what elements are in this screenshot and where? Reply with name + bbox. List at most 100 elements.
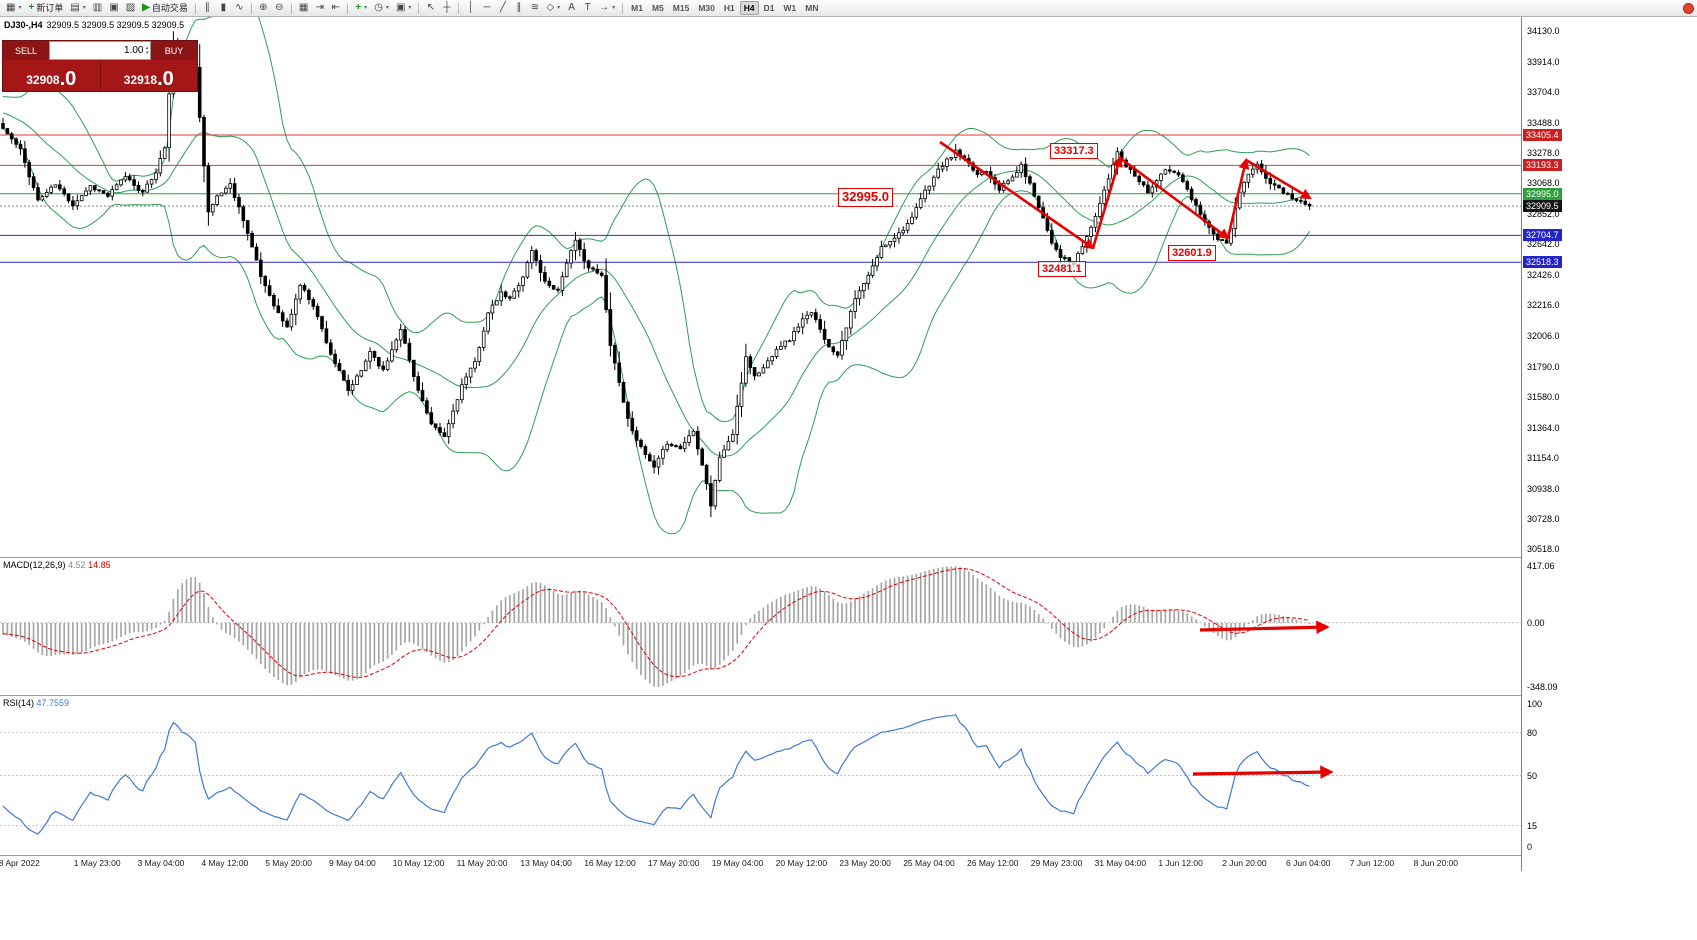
price-chart-panel[interactable]: DJ30-,H4 32909.5 32909.5 32909.5 32909.5 …: [0, 17, 1521, 557]
time-label: 20 May 12:00: [775, 858, 828, 868]
tile-windows-button[interactable]: ▦: [296, 1, 311, 16]
timeframe-m15-button[interactable]: M15: [672, 3, 690, 13]
timeframe-m30-button[interactable]: M30: [698, 3, 715, 13]
dropdown-arrow-icon: ▾: [385, 5, 389, 11]
price-tick-label: 31364.0: [1527, 423, 1560, 433]
auto-trading-label: 自动交易: [151, 2, 188, 13]
time-label: 2 Jun 20:00: [1222, 858, 1267, 868]
arrow-objects-button[interactable]: → ▾: [596, 1, 618, 16]
data-window-button[interactable]: ▣: [106, 1, 121, 16]
sell-button[interactable]: SELL: [3, 41, 49, 60]
timeframe-m1-button[interactable]: M1: [631, 3, 643, 13]
dropdown-arrow-icon: ▾: [557, 5, 561, 11]
timeframe-mn-button[interactable]: MN: [805, 3, 819, 13]
periods-button[interactable]: ◷ ▾: [371, 1, 392, 16]
price-annotation-label[interactable]: 32481.1: [1038, 261, 1086, 278]
indicators-button[interactable]: + ▾: [352, 1, 370, 16]
data-window-icon: ▣: [109, 2, 119, 13]
zoom-out-button[interactable]: ⊖: [272, 1, 287, 16]
price-axis[interactable]: 34130.0 33914.0 33704.0 33488.0 33278.0 33068…: [1521, 17, 1697, 871]
chart-shift-button[interactable]: ⇤: [328, 1, 343, 16]
macd-panel[interactable]: MACD(12,26,9) 4.52 14.85: [0, 558, 1521, 695]
macd-chart[interactable]: [0, 558, 1521, 695]
buy-price-main: 32918: [123, 73, 158, 87]
bar-chart-button[interactable]: ∥: [200, 1, 215, 16]
auto-scroll-button[interactable]: ⇥: [312, 1, 327, 16]
time-label: 3 May 04:00: [137, 858, 185, 868]
time-label: 16 May 12:00: [584, 858, 636, 868]
vertical-line-button[interactable]: │: [463, 1, 478, 16]
shapes-button[interactable]: ◇ ▾: [543, 1, 563, 16]
text-button[interactable]: A: [564, 1, 579, 16]
sell-price-frac: .0: [59, 68, 77, 90]
cursor-icon: ↖: [426, 2, 436, 13]
fibonacci-retracement-icon: ≋: [530, 2, 540, 13]
time-label: 13 May 04:00: [520, 858, 572, 868]
indicators-icon: +: [355, 2, 362, 13]
crosshair-button[interactable]: ┼: [439, 1, 454, 16]
price-tick-label: 32426.0: [1527, 270, 1560, 280]
price-level-chip: 32518.3: [1523, 256, 1562, 268]
buy-price-frac: .0: [157, 68, 174, 90]
price-tick-label: 33278.0: [1527, 148, 1560, 158]
price-annotation-label[interactable]: 33317.3: [1050, 143, 1098, 160]
timeframe-w1-button[interactable]: W1: [783, 3, 797, 13]
community-icon[interactable]: [1683, 2, 1694, 14]
time-axis[interactable]: 28 Apr 2022 1 May 23:00 3 May 04:00 4 May 1…: [0, 856, 1521, 871]
new-order-button[interactable]: + 新订单: [25, 1, 66, 16]
text-label-button[interactable]: T: [580, 1, 595, 16]
macd-scale-label: 0.00: [1527, 618, 1545, 628]
price-annotation-label[interactable]: 32995.0: [838, 188, 893, 207]
price-annotation-label[interactable]: 32601.9: [1168, 245, 1216, 262]
price-level-chip: 32704.7: [1523, 229, 1562, 241]
candlestick-chart-button[interactable]: ▮: [216, 1, 231, 16]
time-label: 7 Jun 12:00: [1349, 858, 1395, 868]
main-toolbar: ▦ ▾ + 新订单 ▤ ▾ ▥ ▣ ▨ ▶ 自动交易 ∥ ▮ ∿ ⊕ ⊖ ▦ ⇥ ⇤ + ▾ ◷ ▾ ▣ ▾ ↖ ┼ │ ─ ╱ ∥ ≋ ◇ ▾ A…: [0, 0, 1697, 17]
price-level-chip: 32995.0: [1523, 188, 1562, 200]
time-label: 1 May 23:00: [73, 858, 121, 868]
navigator-button[interactable]: ▨: [123, 1, 138, 16]
zoom-in-button[interactable]: ⊕: [256, 1, 271, 16]
time-label: 17 May 20:00: [648, 858, 700, 868]
buy-price[interactable]: 32918.0: [99, 60, 197, 91]
auto-trading-button[interactable]: ▶ 自动交易: [139, 1, 191, 16]
timeframe-d1-button[interactable]: D1: [763, 3, 775, 13]
price-level-chip: 33193.3: [1523, 159, 1562, 171]
rsi-panel-separator[interactable]: [0, 695, 1697, 696]
volume-spinner[interactable]: ▴ ▾: [145, 44, 148, 56]
candlestick-chart[interactable]: [0, 17, 1521, 557]
rsi-name: RSI(14): [3, 698, 35, 708]
rsi-chart[interactable]: [0, 696, 1521, 855]
templates-button[interactable]: ▣ ▾: [393, 1, 414, 16]
text-icon: A: [568, 2, 575, 13]
timeframe-h1-button[interactable]: H1: [723, 3, 735, 13]
new-order-label: 新订单: [36, 2, 64, 13]
toolbar-separator: [458, 2, 460, 14]
horizontal-line-button[interactable]: ─: [479, 1, 494, 16]
buy-button[interactable]: BUY: [151, 41, 197, 60]
timeframe-h4-button[interactable]: H4: [739, 1, 759, 15]
cursor-button[interactable]: ↖: [423, 1, 438, 16]
fibonacci-retracement-button[interactable]: ≋: [527, 1, 542, 16]
volume-up-icon[interactable]: ▴: [145, 44, 148, 51]
zoom-in-icon: ⊕: [259, 2, 268, 13]
toolbar-separator: [290, 2, 292, 14]
timeframe-m5-button[interactable]: M5: [651, 3, 664, 13]
trendline-button[interactable]: ╱: [495, 1, 510, 16]
navigator-icon: ▨: [125, 2, 136, 13]
rsi-panel[interactable]: RSI(14) 47.7559: [0, 696, 1521, 855]
macd-scale-label: -348.09: [1527, 682, 1558, 692]
volume-down-icon[interactable]: ▾: [145, 49, 148, 56]
volume-input[interactable]: 1.00 ▴ ▾: [49, 41, 151, 60]
line-chart-button[interactable]: ∿: [232, 1, 247, 16]
profiles-button[interactable]: ▤ ▾: [67, 1, 88, 16]
sell-price[interactable]: 32908.0: [3, 60, 100, 91]
equidistant-channel-button[interactable]: ∥: [511, 1, 526, 16]
macd-panel-separator[interactable]: [0, 557, 1697, 558]
time-label: 8 Jun 20:00: [1413, 858, 1459, 868]
trendline-icon: ╱: [499, 2, 506, 13]
market-watch-button[interactable]: ▥: [90, 1, 105, 16]
tile-windows-icon: ▦: [298, 2, 309, 13]
new-chart-button[interactable]: ▦ ▾: [3, 1, 24, 16]
volume-value: 1.00: [124, 45, 144, 56]
